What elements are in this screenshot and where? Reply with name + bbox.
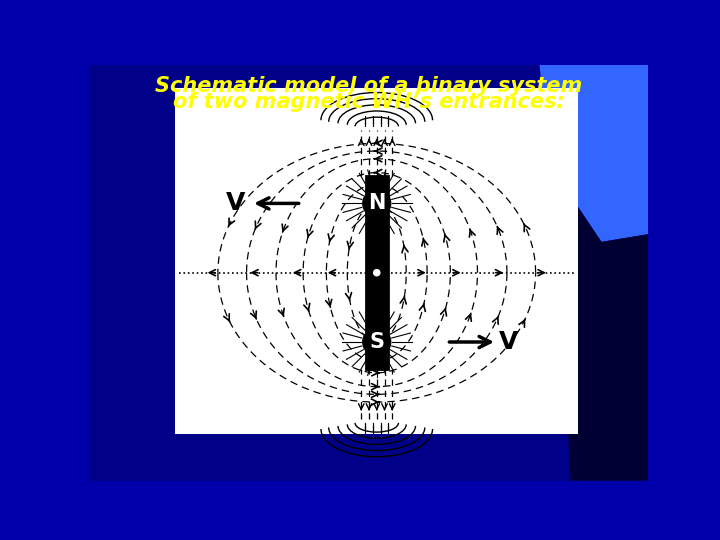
Polygon shape bbox=[539, 65, 648, 242]
Text: S: S bbox=[369, 332, 384, 352]
Text: of two magnetic WH’s entrances:: of two magnetic WH’s entrances: bbox=[173, 92, 565, 112]
Circle shape bbox=[374, 269, 380, 276]
Circle shape bbox=[363, 190, 391, 217]
Bar bbox=[366, 177, 387, 369]
Circle shape bbox=[363, 328, 391, 356]
Text: V: V bbox=[226, 191, 246, 215]
Text: Schematic model of a binary system: Schematic model of a binary system bbox=[156, 76, 582, 96]
Polygon shape bbox=[555, 157, 648, 481]
Text: N: N bbox=[368, 193, 385, 213]
Text: V: V bbox=[499, 330, 518, 354]
Bar bbox=[175, 88, 578, 434]
